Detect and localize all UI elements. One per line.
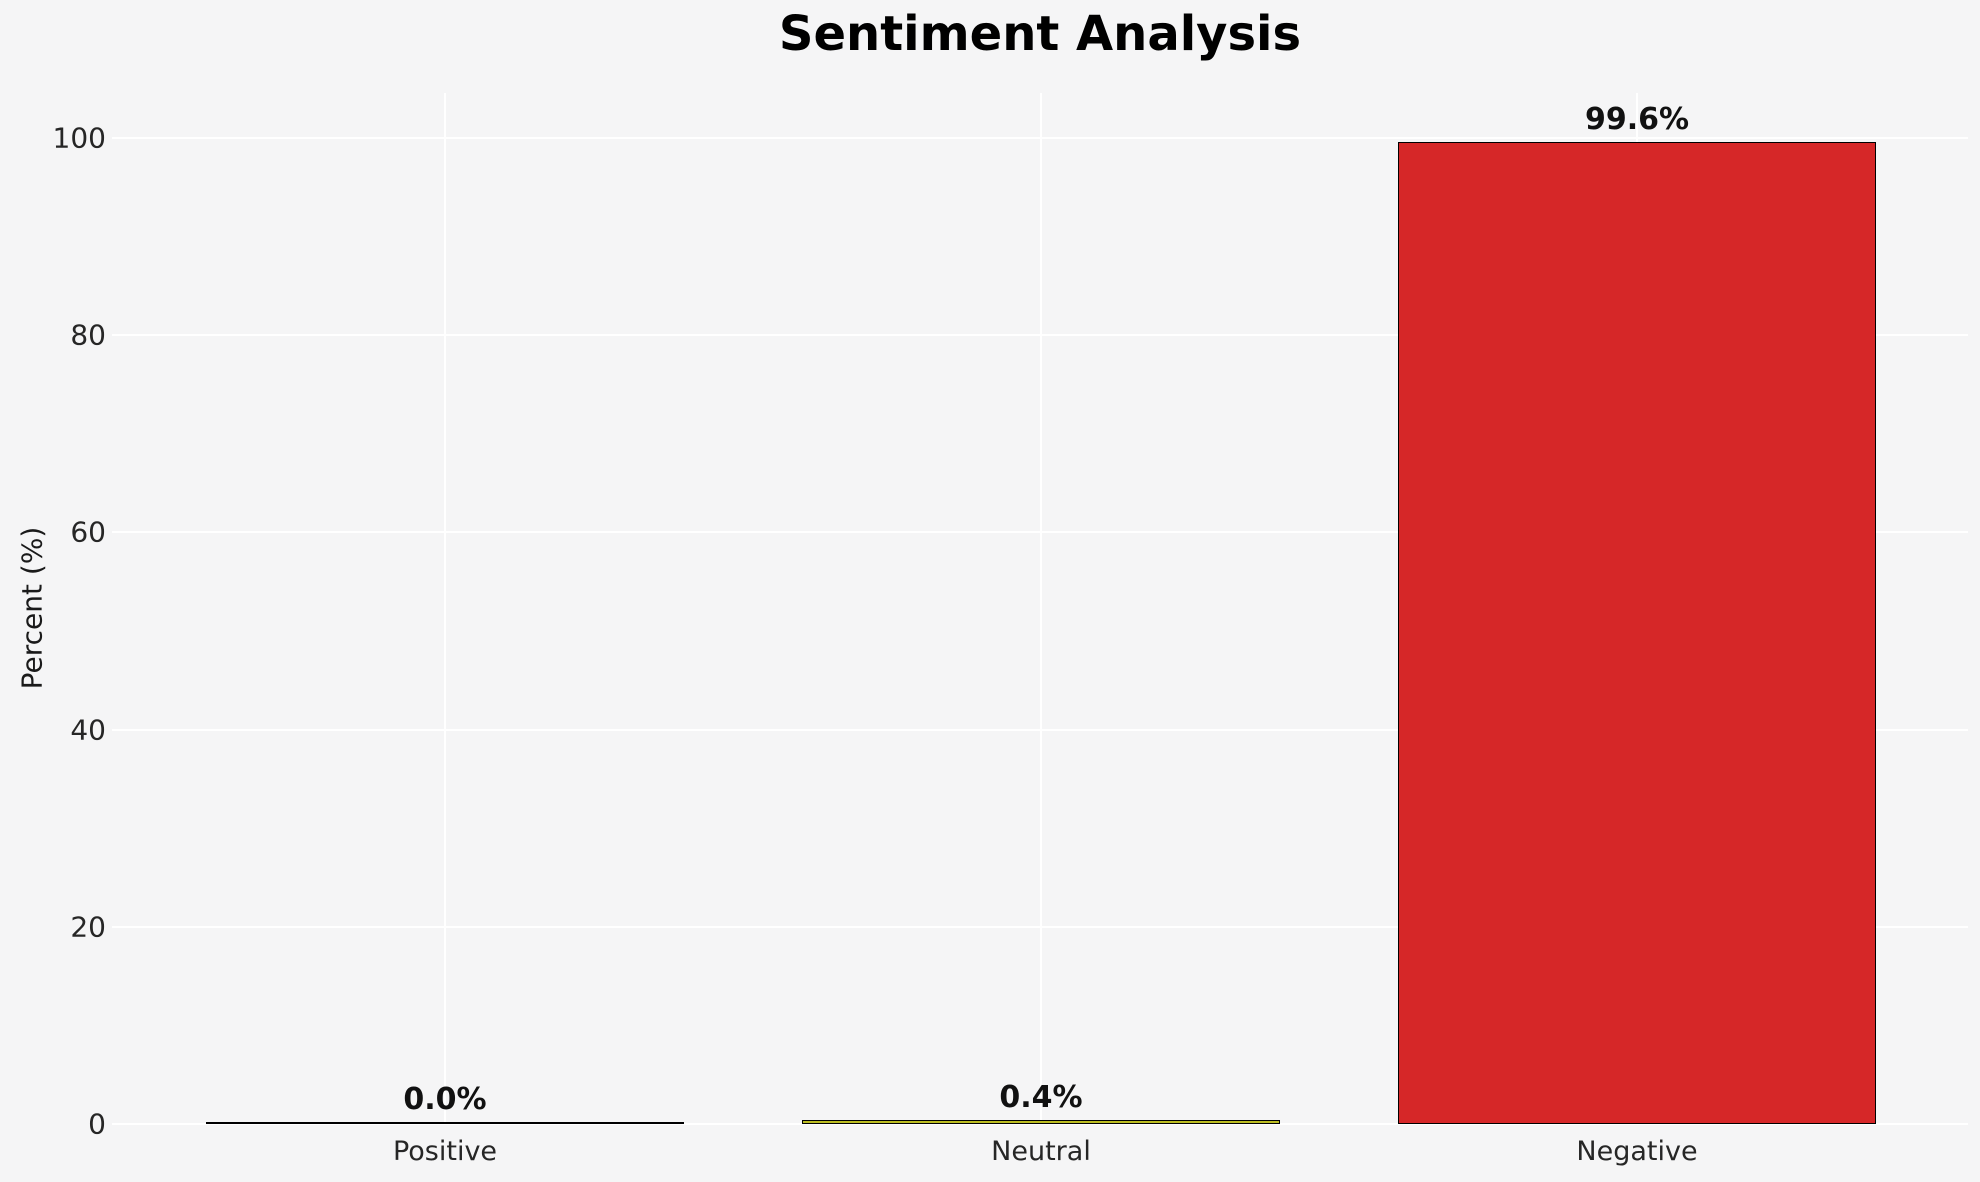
y-tick-label: 100 xyxy=(52,121,106,155)
bar-value-label: 0.0% xyxy=(403,1082,487,1117)
bar-value-label: 99.6% xyxy=(1584,101,1690,137)
bar-positive xyxy=(206,1122,684,1124)
y-tick-label: 20 xyxy=(70,910,106,944)
y-tick-label: 60 xyxy=(70,515,106,549)
chart-title: Sentiment Analysis xyxy=(778,6,1302,62)
bar-value-label: 0.4% xyxy=(999,1080,1083,1116)
gridline-horizontal xyxy=(112,1123,1968,1125)
x-tick-label: Positive xyxy=(392,1136,498,1167)
x-tick-label: Negative xyxy=(1576,1136,1698,1167)
gridline-vertical xyxy=(444,93,446,1124)
y-axis-label: Percent (%) xyxy=(15,526,49,690)
bar-neutral xyxy=(802,1120,1280,1124)
y-tick-label: 40 xyxy=(70,713,106,747)
y-tick-label: 0 xyxy=(88,1107,106,1141)
bar-negative xyxy=(1398,141,1876,1124)
y-tick-label: 80 xyxy=(70,318,106,352)
x-tick-label: Neutral xyxy=(991,1136,1091,1167)
gridline-vertical xyxy=(1040,93,1042,1124)
